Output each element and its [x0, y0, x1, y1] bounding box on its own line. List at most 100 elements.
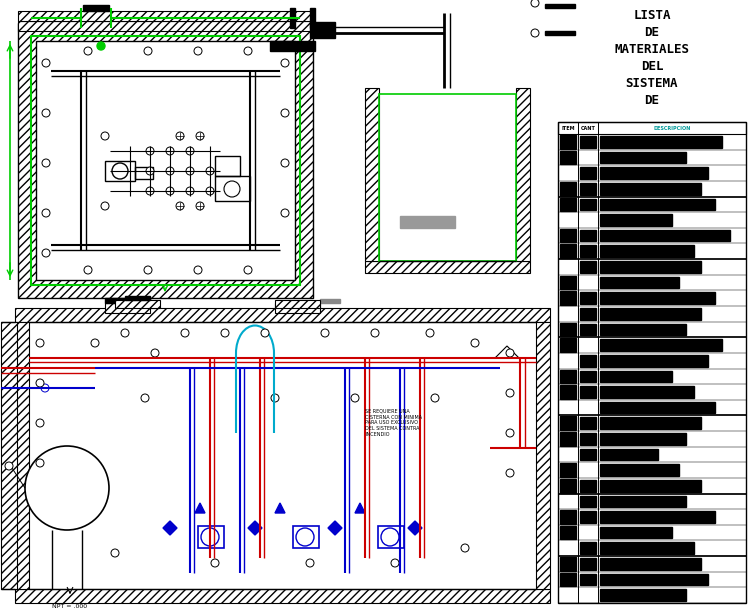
Bar	[580, 386, 596, 398]
Circle shape	[97, 42, 105, 50]
Bar	[600, 230, 730, 242]
Circle shape	[146, 167, 154, 175]
Bar	[275, 300, 320, 308]
Circle shape	[144, 266, 152, 274]
Bar	[560, 463, 576, 477]
Text: DE: DE	[644, 94, 660, 107]
Bar	[560, 151, 576, 164]
Bar	[580, 136, 596, 148]
Circle shape	[426, 329, 434, 337]
Circle shape	[281, 109, 289, 117]
Bar	[379, 94, 516, 261]
Bar	[580, 324, 596, 335]
Circle shape	[271, 394, 279, 402]
Bar	[115, 300, 160, 308]
Bar	[18, 21, 313, 31]
Circle shape	[166, 147, 174, 155]
Circle shape	[194, 266, 202, 274]
Text: DESCRIPCION: DESCRIPCION	[653, 126, 691, 131]
Circle shape	[141, 394, 149, 402]
Bar	[15, 308, 550, 322]
Bar	[36, 41, 295, 280]
Bar	[600, 464, 679, 476]
Text: DE: DE	[644, 26, 660, 39]
Bar	[560, 245, 576, 258]
Bar	[560, 479, 576, 493]
Polygon shape	[355, 503, 365, 513]
Bar	[600, 386, 694, 398]
Circle shape	[201, 528, 219, 546]
Circle shape	[391, 559, 399, 567]
Bar	[600, 449, 658, 460]
Bar	[560, 182, 576, 196]
Bar	[18, 23, 313, 298]
Bar	[378, 526, 404, 548]
Bar	[600, 574, 708, 585]
Bar	[310, 22, 335, 38]
Circle shape	[101, 202, 109, 210]
Bar	[536, 322, 550, 589]
Text: MATERIALES: MATERIALES	[614, 42, 690, 56]
Bar	[198, 526, 224, 548]
Circle shape	[5, 462, 13, 470]
Bar	[1, 322, 17, 589]
Bar	[365, 261, 530, 273]
Circle shape	[186, 167, 194, 175]
Bar	[600, 527, 672, 538]
Bar	[105, 303, 150, 313]
Polygon shape	[163, 521, 177, 535]
Circle shape	[36, 419, 44, 427]
Bar	[275, 303, 320, 313]
Polygon shape	[408, 521, 422, 535]
Bar	[310, 8, 315, 28]
Bar	[400, 216, 455, 228]
Bar	[31, 36, 300, 285]
Bar	[105, 161, 135, 181]
Bar	[580, 449, 596, 460]
Bar	[600, 558, 701, 569]
Bar	[580, 370, 596, 382]
Circle shape	[84, 47, 92, 55]
Circle shape	[41, 384, 49, 392]
Circle shape	[211, 559, 219, 567]
Circle shape	[146, 147, 154, 155]
Bar	[560, 526, 576, 539]
Circle shape	[431, 394, 439, 402]
Bar	[580, 308, 596, 319]
Bar	[580, 495, 596, 507]
Bar	[558, 122, 746, 603]
Bar	[600, 167, 708, 179]
Circle shape	[36, 459, 44, 467]
Circle shape	[281, 159, 289, 167]
Circle shape	[206, 167, 214, 175]
Polygon shape	[328, 521, 342, 535]
Circle shape	[371, 329, 379, 337]
Circle shape	[42, 159, 50, 167]
Bar	[580, 355, 596, 367]
Bar	[600, 511, 715, 523]
Bar	[580, 480, 596, 492]
Bar	[293, 526, 319, 548]
Circle shape	[244, 47, 252, 55]
Bar	[580, 261, 596, 273]
Bar	[560, 370, 576, 383]
Bar	[600, 292, 715, 304]
Bar	[600, 136, 722, 148]
Circle shape	[176, 132, 184, 140]
Bar	[600, 183, 701, 194]
Circle shape	[531, 29, 539, 37]
Bar	[560, 322, 576, 337]
Bar	[580, 417, 596, 429]
Circle shape	[281, 59, 289, 67]
Circle shape	[506, 389, 514, 397]
Circle shape	[111, 549, 119, 557]
Bar	[600, 308, 701, 319]
Bar	[600, 276, 679, 288]
Bar	[600, 433, 686, 444]
Circle shape	[146, 187, 154, 195]
Bar	[545, 4, 575, 8]
Circle shape	[196, 202, 204, 210]
Bar	[600, 480, 701, 492]
Bar	[83, 5, 109, 11]
Bar	[600, 543, 694, 554]
